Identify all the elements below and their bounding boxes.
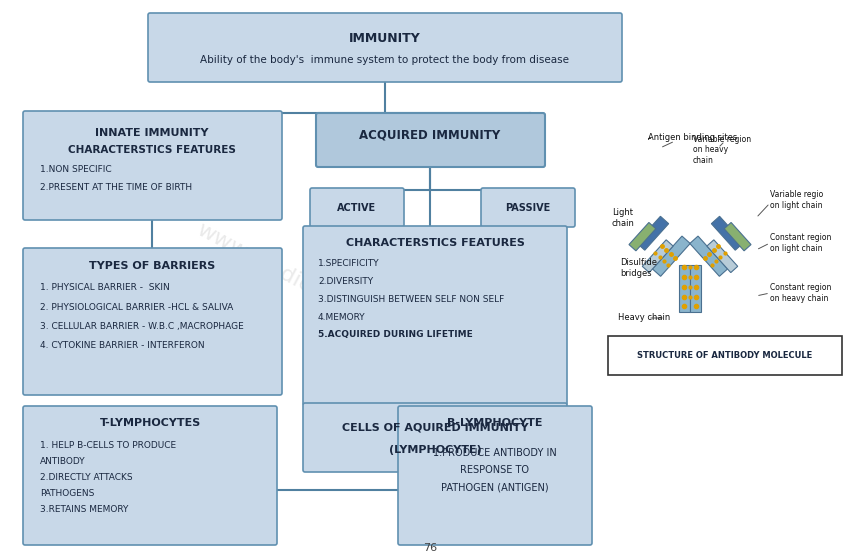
FancyBboxPatch shape	[23, 406, 277, 545]
Text: Light
chain: Light chain	[612, 208, 635, 228]
Text: (LYMPHOCYTE): (LYMPHOCYTE)	[389, 445, 482, 455]
FancyBboxPatch shape	[608, 336, 842, 375]
Text: PASSIVE: PASSIVE	[505, 203, 550, 213]
Bar	[724, 223, 751, 251]
Text: 2.DIRECTLY ATTACKS: 2.DIRECTLY ATTACKS	[40, 473, 133, 482]
Bar	[642, 240, 673, 273]
Text: 1. HELP B-CELLS TO PRODUCE: 1. HELP B-CELLS TO PRODUCE	[40, 440, 176, 450]
Text: 76: 76	[423, 543, 437, 553]
Text: www.studiestoday.com: www.studiestoday.com	[193, 219, 427, 357]
Text: TYPES OF BARRIERS: TYPES OF BARRIERS	[89, 261, 215, 271]
Text: Antigen binding sites: Antigen binding sites	[648, 133, 737, 142]
Text: CELLS OF AQUIRED IMMUNITY: CELLS OF AQUIRED IMMUNITY	[342, 423, 529, 433]
Text: 3.RETAINS MEMORY: 3.RETAINS MEMORY	[40, 504, 128, 513]
Text: ACTIVE: ACTIVE	[338, 203, 377, 213]
FancyBboxPatch shape	[23, 248, 282, 395]
Text: 3.DISTINGUISH BETWEEN SELF NON SELF: 3.DISTINGUISH BETWEEN SELF NON SELF	[318, 295, 504, 304]
FancyBboxPatch shape	[398, 406, 592, 545]
Text: T-LYMPHOCYTES: T-LYMPHOCYTES	[99, 418, 201, 428]
FancyBboxPatch shape	[310, 188, 404, 227]
Text: 5.ACQUIRED DURING LIFETIME: 5.ACQUIRED DURING LIFETIME	[318, 330, 473, 339]
Bar	[690, 236, 727, 276]
FancyBboxPatch shape	[303, 226, 567, 405]
FancyBboxPatch shape	[148, 13, 622, 82]
Text: 2.PRESENT AT THE TIME OF BIRTH: 2.PRESENT AT THE TIME OF BIRTH	[40, 184, 192, 193]
Text: Heavy chain: Heavy chain	[618, 314, 670, 323]
Text: 4. CYTOKINE BARRIER - INTERFERON: 4. CYTOKINE BARRIER - INTERFERON	[40, 340, 205, 349]
Bar	[712, 217, 744, 250]
Text: Variable regio
on light chain: Variable regio on light chain	[770, 190, 823, 210]
Text: B-LYMPHOCYTE: B-LYMPHOCYTE	[447, 418, 542, 428]
Bar	[679, 265, 690, 312]
Text: 3. CELLULAR BARRIER - W.B.C ,MACROPHAGE: 3. CELLULAR BARRIER - W.B.C ,MACROPHAGE	[40, 321, 244, 330]
Text: 1.NON SPECIFIC: 1.NON SPECIFIC	[40, 166, 112, 175]
Text: Variable region
on heavy
chain: Variable region on heavy chain	[693, 135, 751, 165]
Text: Disulfide
bridges: Disulfide bridges	[620, 258, 657, 278]
Text: PATHOGENS: PATHOGENS	[40, 488, 95, 498]
FancyBboxPatch shape	[316, 113, 545, 167]
Text: STRUCTURE OF ANTIBODY MOLECULE: STRUCTURE OF ANTIBODY MOLECULE	[637, 352, 812, 360]
Text: Constant region
on heavy chain: Constant region on heavy chain	[770, 283, 832, 302]
Text: 4.MEMORY: 4.MEMORY	[318, 312, 365, 321]
Text: 1.SPECIFICITY: 1.SPECIFICITY	[318, 258, 379, 267]
Text: IMMUNITY: IMMUNITY	[349, 31, 421, 45]
Text: 1. PHYSICAL BARRIER -  SKIN: 1. PHYSICAL BARRIER - SKIN	[40, 283, 170, 292]
Text: 1.PRODUCE ANTIBODY IN: 1.PRODUCE ANTIBODY IN	[433, 448, 557, 458]
Text: PATHOGEN (ANTIGEN): PATHOGEN (ANTIGEN)	[441, 482, 549, 492]
FancyBboxPatch shape	[303, 403, 567, 472]
Text: ANTIBODY: ANTIBODY	[40, 456, 86, 465]
Bar	[636, 217, 668, 250]
Text: CHARACTERSTICS FEATURES: CHARACTERSTICS FEATURES	[345, 238, 524, 248]
FancyBboxPatch shape	[481, 188, 575, 227]
Text: CHARACTERSTICS FEATURES: CHARACTERSTICS FEATURES	[68, 145, 236, 155]
FancyBboxPatch shape	[23, 111, 282, 220]
Text: ACQUIRED IMMUNITY: ACQUIRED IMMUNITY	[359, 128, 501, 142]
Bar	[653, 236, 690, 276]
Bar	[629, 223, 656, 251]
Text: INNATE IMMUNITY: INNATE IMMUNITY	[95, 128, 208, 138]
Text: Ability of the body's  immune system to protect the body from disease: Ability of the body's immune system to p…	[201, 55, 569, 65]
Text: 2. PHYSIOLOGICAL BARRIER -HCL & SALIVA: 2. PHYSIOLOGICAL BARRIER -HCL & SALIVA	[40, 304, 233, 312]
Text: RESPONSE TO: RESPONSE TO	[461, 465, 529, 475]
Bar	[690, 265, 701, 312]
Text: 2.DIVERSITY: 2.DIVERSITY	[318, 277, 373, 286]
Text: Constant region
on light chain: Constant region on light chain	[770, 233, 832, 253]
Bar	[707, 240, 738, 273]
